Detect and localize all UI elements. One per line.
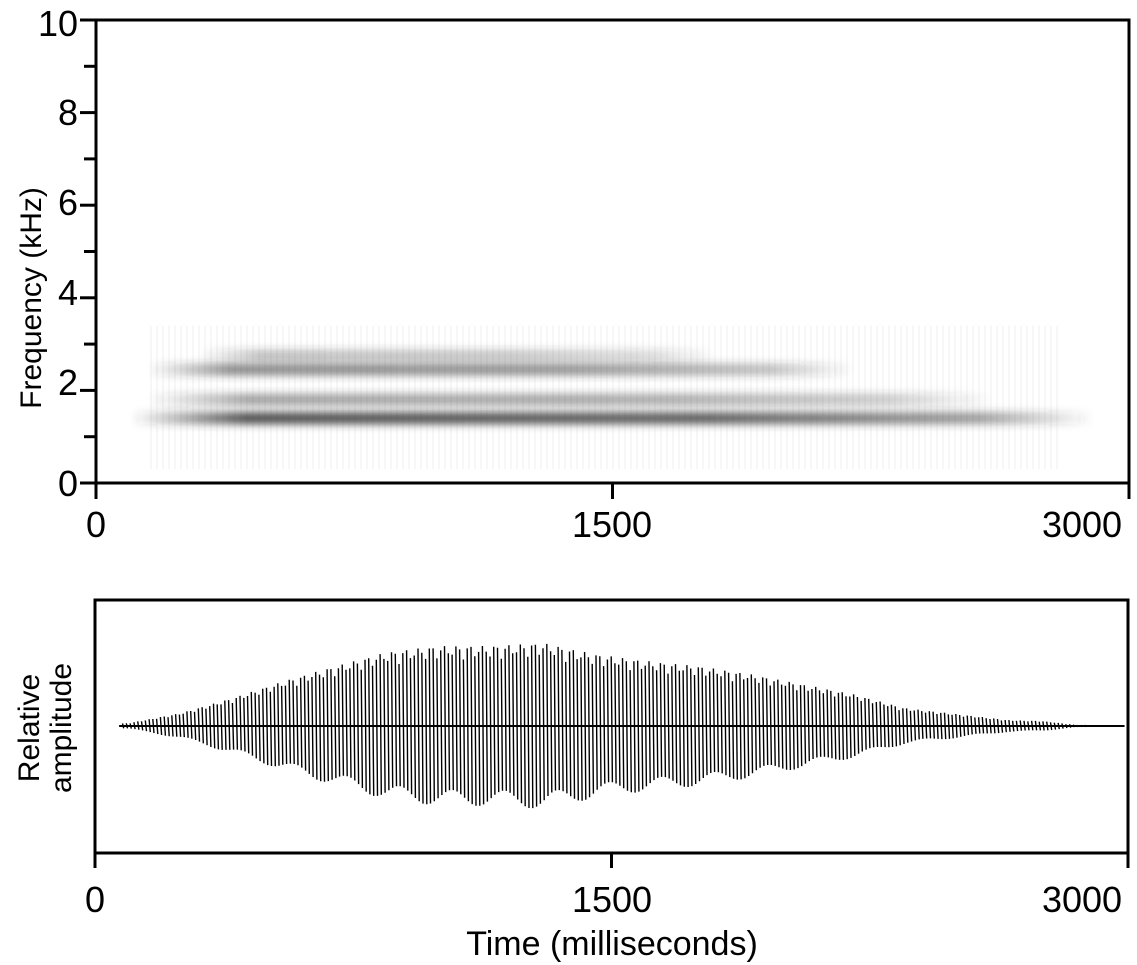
spectrogram-band-1 [147,393,992,406]
spectrogram-panel: 0 2 4 6 8 10 0 1500 3000 Frequency (kHz) [15,3,1131,545]
waveform-x-ticks [93,853,1130,868]
waveform-trace [121,643,1087,809]
spectrogram-band-3 [199,349,716,362]
y-tick-label-8: 8 [58,92,78,133]
x-tick-label-1500: 1500 [572,504,652,545]
y-tick-label-10: 10 [38,3,78,44]
wave-x-tick-label-3000: 3000 [1042,879,1122,920]
y-axis-title-amplitude: amplitude [45,663,78,793]
waveform-oscillogram [119,643,1125,809]
spectrogram-band-2 [147,363,854,376]
x-axis-title-time: Time (milliseconds) [466,925,758,963]
y-tick-label-6: 6 [58,182,78,223]
spectrogram-y-ticks [80,18,96,485]
spectrogram-bands [130,325,1095,470]
y-axis-title-relative: Relative [13,674,46,782]
wave-x-tick-label-1500: 1500 [572,879,652,920]
x-tick-label-0: 0 [86,504,106,545]
waveform-panel: 0 1500 3000 Time (milliseconds) Relative… [13,598,1130,963]
spectrogram-band-0 [130,412,1095,425]
spectrogram-x-ticks [94,483,1131,499]
y-axis-title-frequency: Frequency (kHz) [15,187,48,409]
y-tick-label-4: 4 [58,272,78,313]
y-tick-label-2: 2 [58,362,78,403]
wave-x-tick-label-0: 0 [85,879,105,920]
y-tick-label-0: 0 [58,463,78,504]
x-tick-label-3000: 3000 [1042,504,1122,545]
